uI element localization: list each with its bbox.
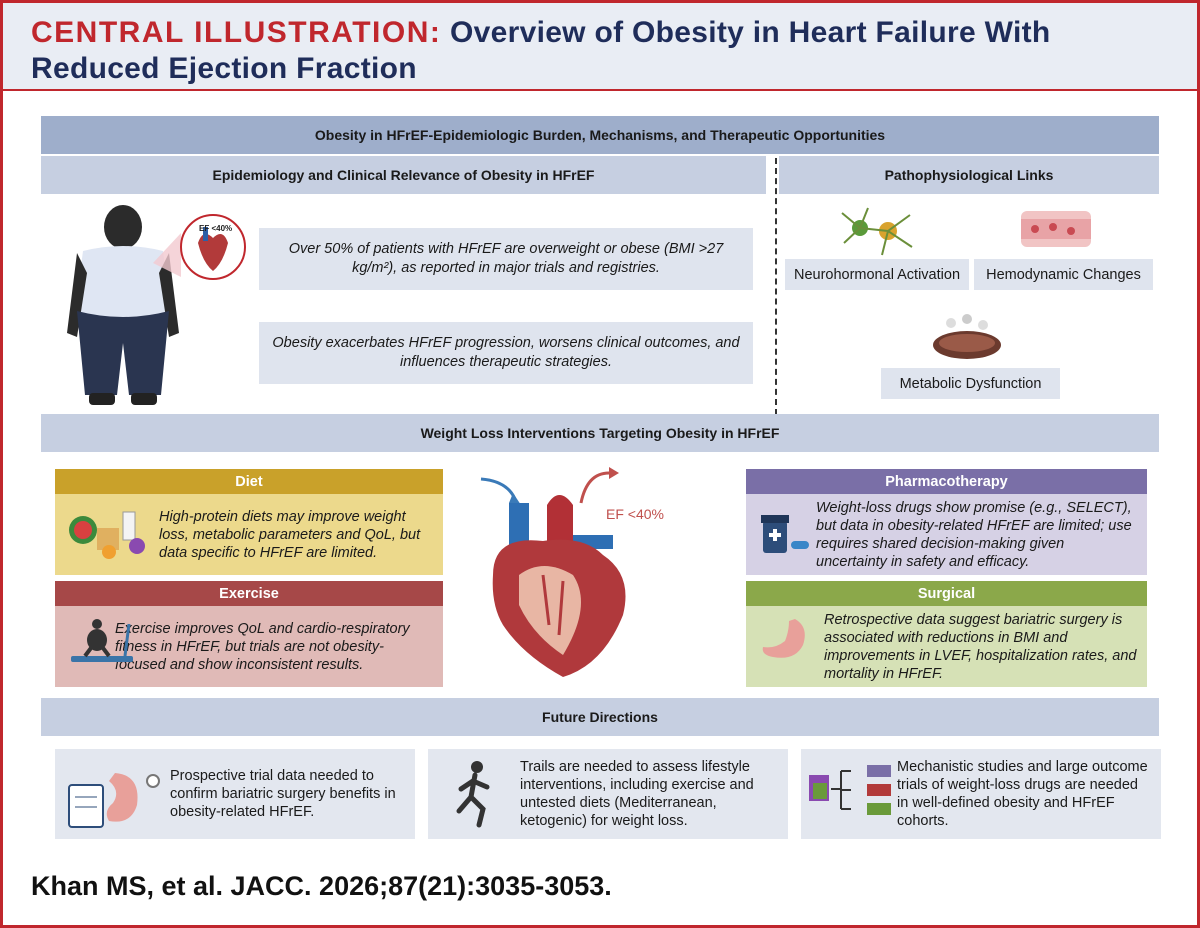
card-text: Weight-loss drugs show promise (e.g., SE… bbox=[746, 494, 1147, 575]
section-heading: Epidemiology and Clinical Relevance of O… bbox=[41, 156, 766, 194]
person-icon bbox=[67, 205, 246, 405]
fact-box: Over 50% of patients with HFrEF are over… bbox=[259, 228, 753, 290]
trial-icon bbox=[809, 765, 891, 815]
fact-box: Obesity exacerbates HFrEF progression, w… bbox=[259, 322, 753, 384]
pill-icon bbox=[761, 515, 809, 553]
future-box: Trails are needed to assess lifestyle in… bbox=[428, 749, 788, 839]
link-label: Hemodynamic Changes bbox=[974, 259, 1153, 290]
section-heading: Pathophysiological Links bbox=[779, 156, 1159, 194]
figure-label: EF <40% bbox=[199, 224, 233, 233]
runner-icon bbox=[456, 761, 490, 828]
card-text: Retrospective data suggest bariatric sur… bbox=[746, 606, 1147, 687]
card-title: Diet bbox=[55, 469, 443, 494]
heart-illustration bbox=[480, 467, 626, 677]
card-text: Exercise improves QoL and cardio-respira… bbox=[55, 606, 443, 687]
heart-label: EF <40% bbox=[606, 506, 664, 522]
neuron-icon bbox=[841, 207, 913, 256]
food-icon bbox=[69, 511, 145, 559]
treadmill-icon bbox=[71, 619, 133, 662]
card-title: Exercise bbox=[55, 581, 443, 606]
future-box: Prospective trial data needed to confirm… bbox=[55, 749, 415, 839]
divider bbox=[775, 158, 777, 415]
card-text: High-protein diets may improve weight lo… bbox=[55, 494, 443, 575]
header-label: CENTRAL ILLUSTRATION: bbox=[31, 16, 442, 49]
card-title: Pharmacotherapy bbox=[746, 469, 1147, 494]
section-heading: Weight Loss Interventions Targeting Obes… bbox=[41, 414, 1159, 452]
stomach-icon bbox=[762, 619, 805, 658]
link-label: Metabolic Dysfunction bbox=[881, 368, 1060, 399]
citation: Khan MS, et al. JACC. 2026;87(21):3035-3… bbox=[31, 871, 612, 901]
mitochondria-icon bbox=[933, 314, 1001, 359]
section-heading: Future Directions bbox=[41, 698, 1159, 736]
header-title: Overview of Obesity in Heart Failure Wit… bbox=[31, 16, 1051, 85]
link-label: Neurohormonal Activation bbox=[785, 259, 969, 290]
header bbox=[3, 3, 1197, 91]
card-title: Surgical bbox=[746, 581, 1147, 606]
vessel-icon bbox=[1021, 211, 1091, 247]
future-box: Mechanistic studies and large outcome tr… bbox=[801, 749, 1161, 839]
header-text: CENTRAL ILLUSTRATION: Overview of Obesit… bbox=[31, 15, 1151, 87]
banner: Obesity in HFrEF-Epidemiologic Burden, M… bbox=[41, 116, 1159, 154]
surgery-icon bbox=[68, 773, 160, 828]
